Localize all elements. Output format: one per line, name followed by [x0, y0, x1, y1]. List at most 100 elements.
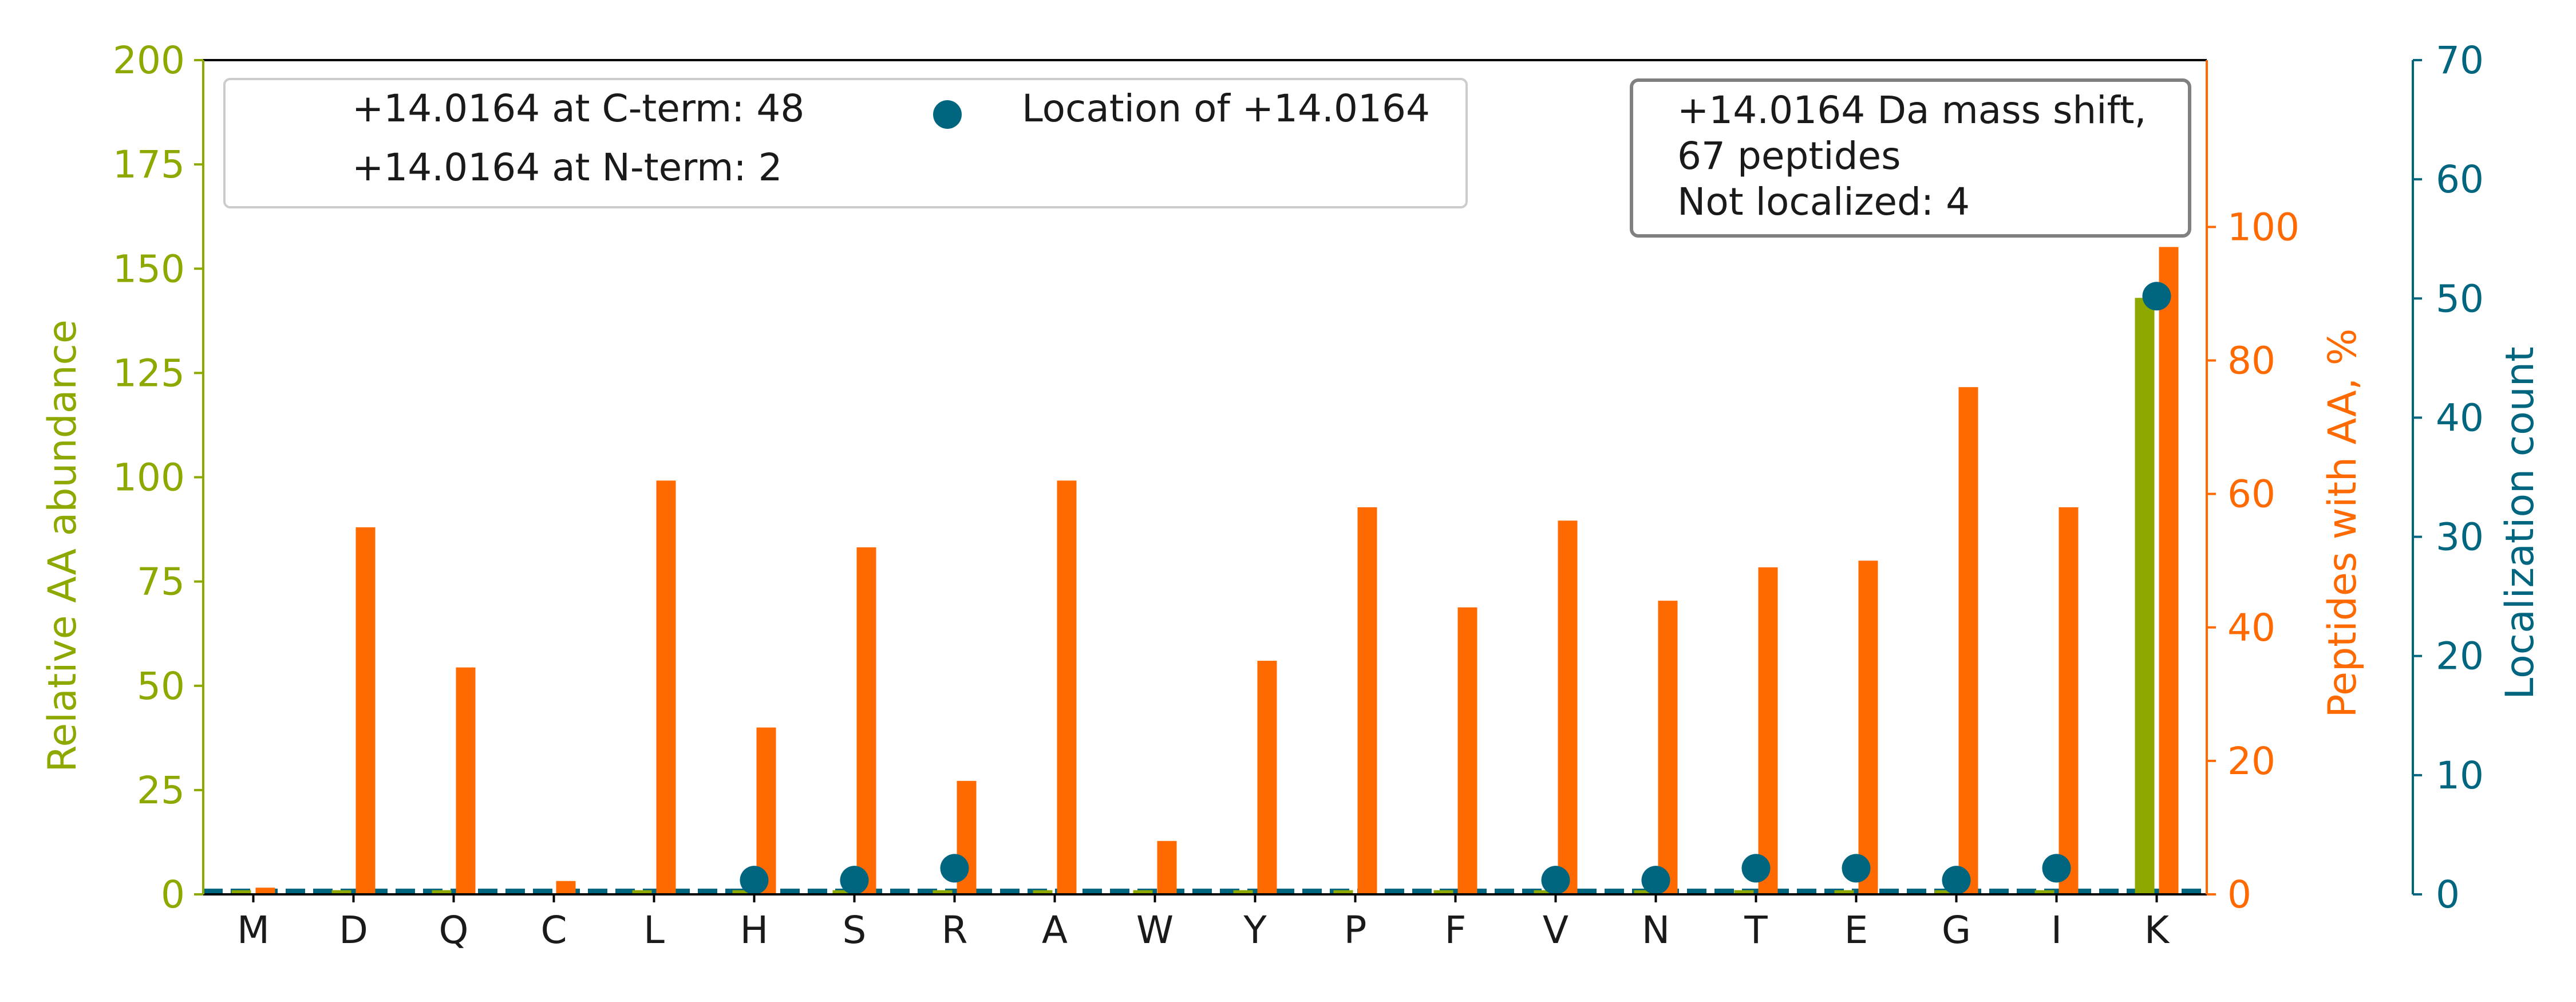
- right-outer-axis-title: Localization count: [2498, 346, 2543, 699]
- peptides-bar-W: [1157, 841, 1177, 894]
- abundance-bar-Q: [432, 890, 452, 894]
- points-layer: [740, 282, 2171, 895]
- x-tick-label-E: E: [1844, 908, 1868, 952]
- right-outer-tick-label-40: 40: [2436, 396, 2484, 440]
- x-tick-label-T: T: [1744, 908, 1768, 952]
- localization-point-V: [1541, 866, 1570, 895]
- left-tick-label-100: 100: [113, 456, 185, 500]
- axes-layer: [194, 59, 2422, 902]
- peptides-bar-K: [2159, 247, 2179, 894]
- peptides-bar-A: [1057, 480, 1077, 894]
- left-tick-label-175: 175: [113, 143, 185, 187]
- left-tick-label-0: 0: [161, 873, 185, 917]
- left-tick-label-50: 50: [137, 664, 185, 708]
- abundance-bar-F: [1433, 890, 1453, 894]
- right-inner-tick-label-80: 80: [2227, 339, 2275, 383]
- labels-layer: M D Q C L H S R A W Y P F V N T E G I K02550751001251501752…: [40, 38, 2543, 952]
- peptides-bar-L: [656, 480, 676, 894]
- legend-location-marker: [933, 100, 962, 129]
- localization-point-R: [940, 854, 969, 883]
- right-outer-tick-label-30: 30: [2436, 515, 2484, 559]
- left-tick-label-125: 125: [113, 351, 185, 395]
- abundance-bar-L: [632, 890, 652, 894]
- x-tick-label-W: W: [1136, 908, 1174, 952]
- legend-entry-nterm: +14.0164 at N-term: 2: [352, 145, 783, 190]
- right-inner-tick-label-100: 100: [2227, 205, 2300, 249]
- abundance-bar-K: [2135, 298, 2155, 894]
- localization-point-T: [1741, 854, 1771, 883]
- abundance-bar-W: [1133, 890, 1153, 894]
- peptides-bar-C: [556, 881, 576, 894]
- right-outer-tick-label-20: 20: [2436, 634, 2484, 678]
- annotation-line-1: +14.0164 Da mass shift,: [1677, 88, 2146, 132]
- abundance-bar-V: [1534, 890, 1554, 894]
- localization-point-I: [2042, 854, 2071, 883]
- abundance-bar-I: [2034, 890, 2055, 894]
- abundance-bar-M: [231, 890, 251, 894]
- right-inner-tick-label-60: 60: [2227, 472, 2275, 516]
- abundance-bar-S: [832, 890, 852, 894]
- annotation-line-3: Not localized: 4: [1677, 180, 1970, 224]
- peptides-bar-H: [756, 727, 776, 894]
- peptides-bar-V: [1558, 520, 1578, 894]
- peptides-bar-N: [1658, 601, 1678, 894]
- localization-point-S: [840, 866, 869, 895]
- x-tick-label-G: G: [1942, 908, 1971, 952]
- right-outer-tick-label-10: 10: [2436, 754, 2484, 798]
- x-tick-label-N: N: [1642, 908, 1670, 952]
- left-tick-label-75: 75: [137, 560, 185, 604]
- x-tick-label-P: P: [1344, 908, 1367, 952]
- localization-point-H: [740, 866, 769, 895]
- peptides-bar-I: [2059, 507, 2079, 894]
- abundance-bar-P: [1333, 890, 1353, 894]
- peptides-bar-T: [1758, 567, 1778, 894]
- left-tick-label-200: 200: [113, 38, 185, 82]
- right-inner-tick-label-20: 20: [2227, 739, 2275, 783]
- peptides-bar-F: [1457, 607, 1477, 894]
- right-outer-tick-label-50: 50: [2436, 277, 2484, 321]
- annotation-box: +14.0164 Da mass shift, 67 peptides Not …: [1630, 78, 2191, 238]
- localization-point-E: [1842, 854, 1871, 883]
- peptides-bar-M: [255, 887, 275, 894]
- x-tick-label-Q: Q: [439, 908, 469, 952]
- localization-point-N: [1641, 866, 1670, 895]
- peptides-bar-S: [856, 547, 876, 894]
- x-tick-label-M: M: [237, 908, 270, 952]
- x-tick-label-L: L: [643, 908, 665, 952]
- right-inner-tick-label-40: 40: [2227, 606, 2275, 650]
- right-inner-tick-label-0: 0: [2227, 873, 2251, 917]
- bars-layer: [231, 247, 2179, 894]
- x-tick-label-V: V: [1543, 908, 1568, 952]
- peptides-bar-E: [1858, 561, 1878, 894]
- abundance-bar-A: [1033, 890, 1053, 894]
- left-tick-label-25: 25: [137, 768, 185, 812]
- legend-entry-location: Location of +14.0164: [1022, 86, 1430, 131]
- x-tick-label-A: A: [1042, 908, 1068, 952]
- legend-entry-cterm: +14.0164 at C-term: 48: [352, 86, 804, 131]
- x-tick-label-K: K: [2144, 908, 2170, 952]
- right-outer-tick-label-70: 70: [2436, 38, 2484, 82]
- left-tick-label-150: 150: [113, 247, 185, 291]
- localization-point-G: [1942, 866, 1971, 895]
- abundance-bar-Y: [1233, 890, 1253, 894]
- left-axis-title: Relative AA abundance: [40, 319, 85, 772]
- abundance-bar-R: [933, 890, 953, 894]
- peptides-bar-P: [1357, 507, 1377, 894]
- legend: +14.0164 at C-term: 48 +14.0164 at N-ter…: [223, 78, 1468, 208]
- peptides-bar-G: [1958, 387, 1978, 894]
- right-inner-axis-title: Peptides with AA, %: [2320, 329, 2365, 718]
- x-tick-label-H: H: [740, 908, 769, 952]
- abundance-bar-H: [732, 890, 752, 894]
- annotation-frame: [1630, 78, 2191, 238]
- abundance-bar-D: [331, 890, 351, 894]
- abundance-bar-N: [1634, 890, 1654, 894]
- x-tick-label-I: I: [2051, 908, 2062, 952]
- x-tick-label-C: C: [540, 908, 567, 952]
- right-outer-tick-label-60: 60: [2436, 157, 2484, 202]
- legend-frame: [223, 78, 1468, 208]
- peptides-bar-Y: [1257, 661, 1277, 894]
- abundance-bar-G: [1934, 890, 1954, 894]
- x-tick-label-F: F: [1445, 908, 1467, 952]
